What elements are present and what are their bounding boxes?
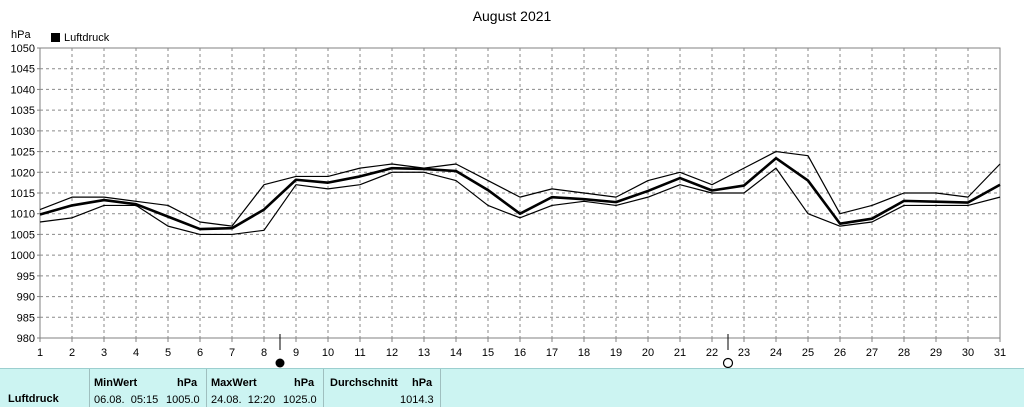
x-tick-label: 1 [37, 347, 43, 359]
legend-label: Luftdruck [64, 32, 110, 44]
series-line-minimum [39, 167, 1001, 236]
max-unit: hPa [294, 377, 315, 389]
x-tick-label: 13 [418, 347, 430, 359]
x-tick-label: 7 [229, 347, 235, 359]
x-tick-label: 28 [898, 347, 910, 359]
x-tick-label: 11 [354, 347, 365, 359]
y-tick-label: 1000 [11, 250, 35, 262]
average-header: Durchschnitt [330, 377, 398, 389]
series-line-maximum [39, 150, 1001, 227]
full-moon-icon [722, 357, 734, 368]
x-tick-label: 23 [738, 347, 750, 359]
y-tick-label: 1050 [11, 43, 35, 55]
y-tick-label: 1035 [11, 105, 35, 117]
x-tick-label: 30 [962, 347, 974, 359]
y-tick-label: 985 [17, 312, 35, 324]
new-moon-icon [275, 358, 285, 368]
series-line-durchschnitt [39, 156, 1001, 231]
max-datetime: 24.08. 12:20 [211, 394, 276, 406]
y-tick-label: 1015 [11, 188, 35, 200]
x-tick-label: 29 [930, 347, 942, 359]
series-lines [39, 150, 1001, 236]
y-tick-label: 1010 [11, 209, 35, 221]
average-value: 1014.3 [400, 394, 434, 406]
grid-lines [40, 48, 1000, 338]
x-tick-label: 31 [994, 347, 1006, 359]
y-tick-label: 1030 [11, 126, 35, 138]
min-header: MinWert [94, 377, 138, 389]
y-tick-label: 995 [17, 271, 35, 283]
y-tick-label: 1020 [11, 167, 35, 179]
average-unit: hPa [412, 377, 433, 389]
x-tick-label: 24 [770, 347, 782, 359]
y-tick-label: 980 [17, 333, 35, 345]
min-value-cell: MinWert hPa 06.08. 05:15 1005.0 [90, 369, 207, 407]
x-tick-label: 26 [834, 347, 846, 359]
x-tick-label: 16 [514, 347, 526, 359]
x-tick-label: 8 [261, 347, 267, 359]
y-axis-unit-label: hPa [11, 29, 31, 41]
x-tick-label: 25 [802, 347, 814, 359]
max-value-cell: MaxWert hPa 24.08. 12:20 1025.0 [207, 369, 324, 407]
legend-swatch [51, 33, 60, 42]
x-tick-label: 9 [293, 347, 299, 359]
x-tick-label: 4 [133, 347, 139, 359]
max-value: 1025.0 [283, 394, 317, 406]
x-tick-labels: 1 2 3 4 5 6 7 8 9 10 11 12 13 14 15 16 17 18 19 20 21 22 23 24 2… [37, 338, 1006, 359]
x-tick-label: 12 [386, 347, 398, 359]
x-tick-label: 10 [322, 347, 334, 359]
x-tick-label: 27 [866, 347, 878, 359]
y-tick-label: 1045 [11, 64, 35, 76]
x-tick-label: 6 [197, 347, 203, 359]
x-tick-label: 5 [165, 347, 171, 359]
stats-row-label-cell: Luftdruck [0, 369, 90, 407]
min-datetime: 06.08. 05:15 [94, 394, 159, 406]
min-unit: hPa [177, 377, 198, 389]
x-tick-label: 22 [706, 347, 718, 359]
y-tick-label: 1025 [11, 147, 35, 159]
chart-title: August 2021 [473, 8, 552, 24]
x-tick-label: 14 [450, 347, 462, 359]
x-tick-label: 2 [69, 347, 75, 359]
x-tick-label: 18 [578, 347, 590, 359]
statistics-bar: Luftdruck MinWert hPa 06.08. 05:15 1005.… [0, 368, 1024, 407]
y-tick-label: 1040 [11, 84, 35, 96]
stats-row-label: Luftdruck [8, 393, 59, 405]
moon-phase-markers [275, 334, 734, 368]
x-tick-label: 17 [546, 347, 558, 359]
y-tick-label: 990 [17, 292, 35, 304]
y-tick-label: 1005 [11, 229, 35, 241]
pressure-chart: 9809859909951000100510101015102010251030… [11, 8, 1006, 368]
min-value: 1005.0 [166, 394, 200, 406]
x-tick-label: 20 [642, 347, 654, 359]
x-tick-label: 15 [482, 347, 494, 359]
max-header: MaxWert [211, 377, 257, 389]
x-tick-label: 3 [101, 347, 107, 359]
x-tick-label: 21 [674, 347, 686, 359]
average-value-cell: Durchschnitt hPa 1014.3 [324, 369, 441, 407]
x-tick-label: 19 [610, 347, 622, 359]
y-tick-labels: 980 985 990 995 1000 1005 1010 1015 1020 1025 1030… [11, 43, 40, 345]
